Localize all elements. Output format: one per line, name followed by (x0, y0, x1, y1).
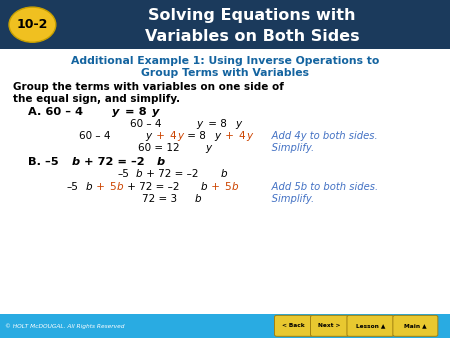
Text: < Back: < Back (282, 323, 305, 328)
Bar (0, 314, 450, 338)
Text: Additional Example 1: Using Inverse Operations to: Additional Example 1: Using Inverse Oper… (71, 56, 379, 66)
Text: = 8: = 8 (184, 131, 207, 141)
Circle shape (9, 7, 56, 42)
Text: Group Terms with Variables: Group Terms with Variables (141, 68, 309, 78)
Text: Simplify.: Simplify. (256, 194, 315, 204)
Text: Next >: Next > (319, 323, 341, 328)
Text: = 8: = 8 (121, 107, 146, 117)
Text: 4: 4 (238, 131, 245, 141)
Text: Main ▲: Main ▲ (404, 323, 427, 328)
Text: © HOLT McDOUGAL. All Rights Reserved: © HOLT McDOUGAL. All Rights Reserved (5, 323, 125, 329)
Text: Solving Equations with: Solving Equations with (148, 8, 356, 23)
Text: b: b (136, 169, 143, 179)
Text: y: y (205, 143, 212, 153)
Text: 5: 5 (224, 182, 231, 192)
Text: A. 60 – 4: A. 60 – 4 (28, 107, 83, 117)
Text: b: b (220, 169, 227, 179)
Text: b: b (157, 156, 165, 167)
Text: +: + (153, 131, 168, 141)
FancyBboxPatch shape (274, 315, 313, 336)
Text: Add 5b to both sides.: Add 5b to both sides. (256, 182, 378, 192)
Text: y: y (246, 131, 252, 141)
Text: 60 – 4: 60 – 4 (79, 131, 111, 141)
Text: +: + (93, 182, 108, 192)
Text: + 72 = –2: + 72 = –2 (124, 182, 180, 192)
Text: y: y (177, 131, 183, 141)
Text: b: b (232, 182, 238, 192)
Text: b: b (201, 182, 207, 192)
Text: 60 – 4: 60 – 4 (130, 119, 162, 129)
Text: y: y (145, 131, 151, 141)
Text: y: y (112, 107, 119, 117)
FancyBboxPatch shape (347, 315, 394, 336)
Text: b: b (194, 194, 201, 204)
Text: + 72 = –2: + 72 = –2 (80, 156, 145, 167)
Text: Group the terms with variables on one side of: Group the terms with variables on one si… (13, 82, 284, 92)
Text: the equal sign, and simplify.: the equal sign, and simplify. (13, 94, 180, 104)
Text: + 72 = –2: + 72 = –2 (143, 169, 198, 179)
Text: Variables on Both Sides: Variables on Both Sides (145, 29, 359, 44)
Text: Add 4y to both sides.: Add 4y to both sides. (256, 131, 378, 141)
Text: = 8: = 8 (205, 119, 227, 129)
Text: +: + (222, 131, 238, 141)
Text: Simplify.: Simplify. (256, 143, 315, 153)
Text: y: y (235, 119, 241, 129)
Bar (0, 0, 450, 49)
Text: 5: 5 (109, 182, 116, 192)
FancyBboxPatch shape (393, 315, 438, 336)
Text: y: y (196, 119, 202, 129)
FancyBboxPatch shape (310, 315, 349, 336)
Text: –5: –5 (117, 169, 129, 179)
Text: 72 = 3: 72 = 3 (142, 194, 177, 204)
Text: b: b (72, 156, 80, 167)
Text: –5: –5 (67, 182, 78, 192)
Text: y: y (214, 131, 220, 141)
Text: +: + (208, 182, 224, 192)
Text: 10-2: 10-2 (17, 18, 48, 31)
Text: b: b (86, 182, 92, 192)
Text: 4: 4 (169, 131, 176, 141)
Text: Lesson ▲: Lesson ▲ (356, 323, 385, 328)
Text: B. –5: B. –5 (28, 156, 58, 167)
Text: b: b (117, 182, 123, 192)
Text: 60 = 12: 60 = 12 (138, 143, 179, 153)
Text: y: y (152, 107, 159, 117)
